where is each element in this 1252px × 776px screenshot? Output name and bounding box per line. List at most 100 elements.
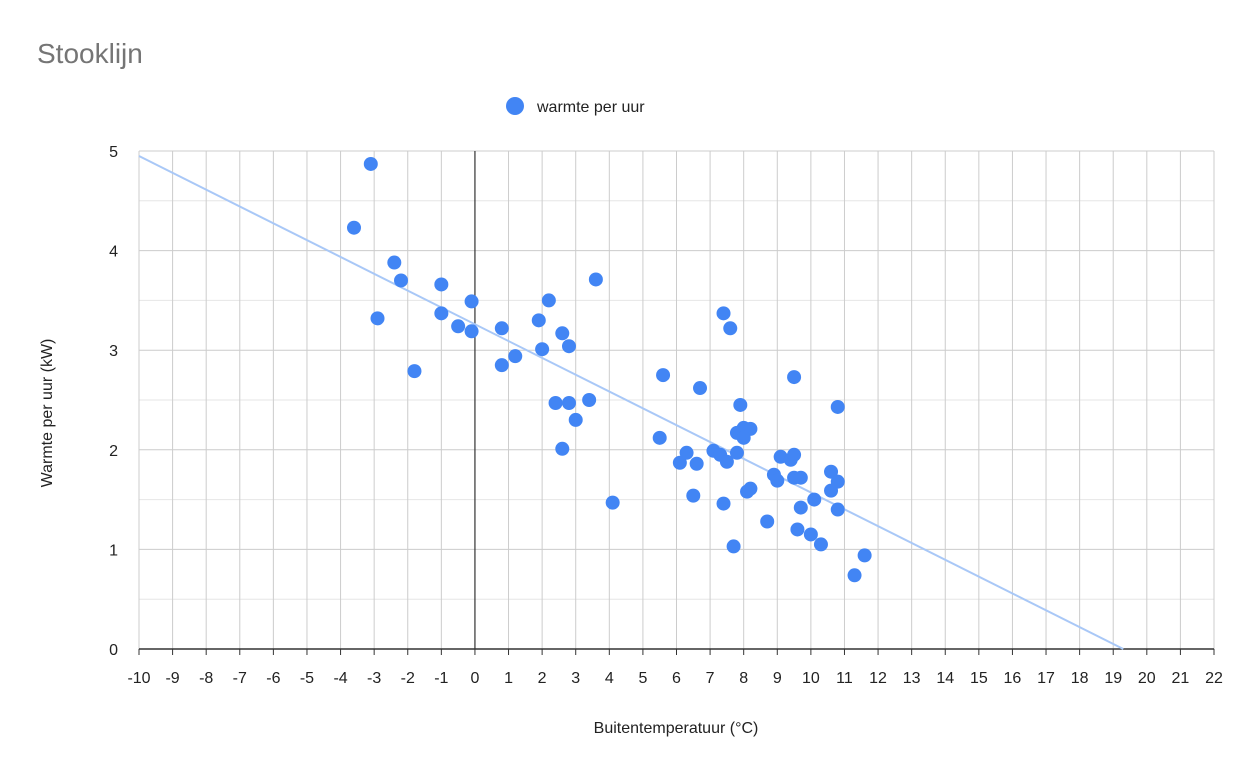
- chart-title: Stooklijn: [37, 38, 143, 69]
- x-tick-label: 14: [936, 670, 954, 687]
- y-tick-label: 2: [109, 443, 118, 460]
- data-point: [508, 349, 523, 364]
- data-point: [807, 492, 822, 507]
- x-tick-label: 15: [970, 670, 988, 687]
- data-point: [689, 456, 704, 471]
- x-tick-label: 20: [1138, 670, 1156, 687]
- data-point: [830, 399, 845, 414]
- data-point: [535, 342, 550, 357]
- x-tick-label: 18: [1071, 670, 1089, 687]
- data-point: [531, 313, 546, 328]
- data-point: [562, 339, 576, 354]
- data-point: [407, 364, 422, 379]
- x-tick-label: 9: [773, 670, 782, 687]
- data-point: [830, 474, 845, 489]
- data-point: [770, 473, 785, 488]
- data-point: [494, 321, 509, 336]
- data-point: [793, 470, 808, 485]
- data-point: [464, 294, 479, 309]
- y-tick-label: 1: [109, 542, 118, 559]
- data-point: [760, 514, 775, 529]
- x-tick-label: 4: [605, 670, 614, 687]
- legend-marker: [506, 97, 524, 115]
- data-point: [555, 326, 570, 341]
- data-point: [803, 527, 818, 542]
- x-tick-label: -6: [266, 670, 280, 687]
- data-point: [723, 321, 738, 336]
- data-point: [363, 156, 378, 171]
- x-tick-label: 3: [571, 670, 580, 687]
- data-point: [464, 324, 479, 339]
- data-point: [830, 502, 845, 517]
- data-point: [679, 445, 694, 460]
- data-point: [743, 481, 758, 496]
- data-point: [693, 381, 708, 396]
- x-tick-label: 19: [1104, 670, 1122, 687]
- x-tick-label: -2: [401, 670, 415, 687]
- data-point: [451, 319, 466, 334]
- x-tick-label: -5: [300, 670, 314, 687]
- y-tick-label: 4: [109, 244, 118, 261]
- data-point: [562, 395, 576, 410]
- data-point: [716, 496, 731, 511]
- data-point: [726, 539, 741, 554]
- data-point: [652, 430, 667, 445]
- data-point: [605, 495, 620, 510]
- x-tick-label: -10: [127, 670, 150, 687]
- y-axis-ticks: 0 1 2 3 4 5: [109, 144, 118, 659]
- trendline: [138, 155, 1124, 650]
- y-axis-title: Warmte per uur (kW): [39, 339, 56, 488]
- x-tick-label: 6: [672, 670, 681, 687]
- data-point: [787, 370, 802, 385]
- data-point: [813, 537, 828, 552]
- x-tick-label: -8: [199, 670, 213, 687]
- data-point: [719, 454, 734, 469]
- x-tick-label: 22: [1205, 670, 1223, 687]
- y-tick-label: 5: [109, 144, 118, 161]
- data-point: [733, 397, 748, 412]
- data-point: [787, 447, 802, 462]
- data-point: [555, 441, 570, 456]
- grid: [138, 150, 1215, 649]
- legend[interactable]: warmte per uur: [506, 97, 645, 116]
- data-point: [716, 306, 731, 321]
- x-tick-label: 11: [836, 670, 853, 687]
- data-point: [582, 393, 597, 407]
- x-tick-label: 16: [1004, 670, 1022, 687]
- data-point: [394, 273, 409, 288]
- x-tick-label: 8: [739, 670, 748, 687]
- x-tick-label: 17: [1037, 670, 1055, 687]
- y-tick-label: 0: [109, 642, 118, 659]
- x-tick-label: 12: [869, 670, 887, 687]
- data-points: [347, 156, 872, 583]
- data-point: [541, 293, 556, 308]
- x-tick-label: 1: [504, 670, 513, 687]
- x-tick-label: -1: [434, 670, 448, 687]
- x-tick-label: -4: [333, 670, 347, 687]
- data-point: [568, 412, 583, 427]
- x-tick-label: 13: [903, 670, 921, 687]
- x-tick-label: -3: [367, 670, 381, 687]
- x-axis-title: Buitentemperatuur (°C): [594, 720, 759, 737]
- x-tick-label: 0: [470, 670, 479, 687]
- y-tick-label: 3: [109, 343, 118, 360]
- x-tick-label: 7: [706, 670, 715, 687]
- legend-label: warmte per uur: [536, 99, 645, 116]
- x-tick-label: 5: [638, 670, 647, 687]
- data-point: [857, 548, 872, 563]
- x-tick-label: -7: [233, 670, 247, 687]
- data-point: [370, 311, 385, 326]
- data-point: [588, 272, 603, 287]
- x-tick-label: 21: [1172, 670, 1190, 687]
- x-axis-ticks: -10 -9 -8 -7 -6 -5 -4 -3 -2 -1 0 1 2 3 4 5 6 7 8 9 10 11 12 13 1…: [127, 649, 1223, 687]
- data-point: [434, 306, 449, 321]
- data-point: [548, 395, 563, 410]
- data-point: [434, 277, 449, 292]
- data-point: [387, 255, 402, 270]
- x-tick-label: 2: [538, 670, 547, 687]
- data-point: [347, 220, 361, 235]
- data-point: [729, 445, 744, 460]
- data-point: [793, 500, 808, 515]
- x-tick-label: -9: [165, 670, 179, 687]
